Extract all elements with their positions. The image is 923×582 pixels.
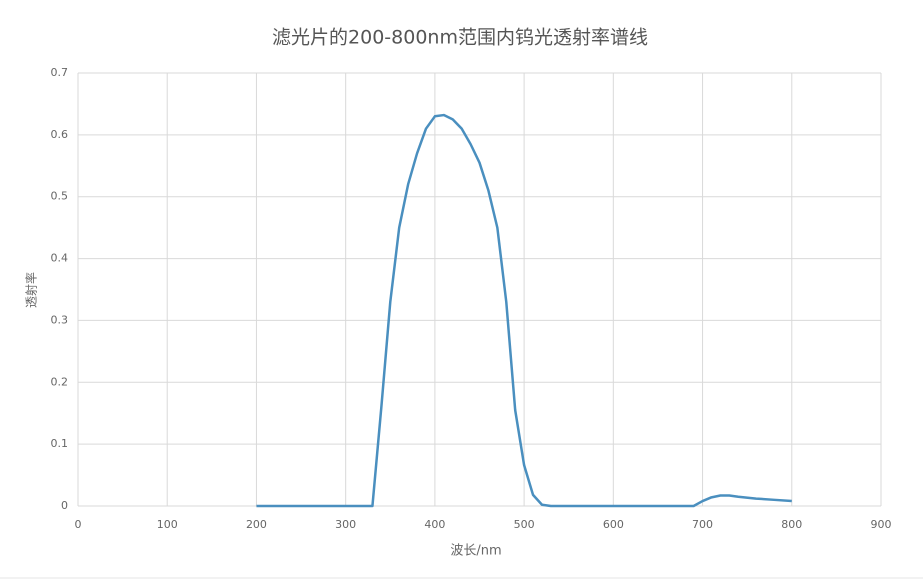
x-tick-label: 200 <box>246 518 267 531</box>
y-axis-label: 透射率 <box>24 272 39 308</box>
y-tick-label: 0.1 <box>51 437 69 450</box>
x-tick-label: 500 <box>514 518 535 531</box>
y-tick-label: 0.5 <box>51 190 69 203</box>
y-tick-label: 0.2 <box>51 375 69 388</box>
chart-title: 滤光片的200-800nm范围内钨光透射率谱线 <box>272 27 648 49</box>
x-tick-label: 600 <box>603 518 624 531</box>
y-tick-label: 0.6 <box>51 128 69 141</box>
x-axis-label: 波长/nm <box>450 544 501 559</box>
y-tick-label: 0.7 <box>51 66 69 79</box>
data-line <box>256 113 792 508</box>
y-tick-label: 0.4 <box>51 252 69 265</box>
x-tick-label: 100 <box>157 518 178 531</box>
x-tick-label: 700 <box>692 518 713 531</box>
x-tick-label: 900 <box>871 518 892 531</box>
y-tick-label: 0 <box>61 499 68 512</box>
x-tick-label: 800 <box>781 518 802 531</box>
x-tick-label: 300 <box>335 518 356 531</box>
x-tick-label: 0 <box>75 518 82 531</box>
x-tick-label: 400 <box>424 518 445 531</box>
y-tick-label: 0.3 <box>51 313 69 326</box>
